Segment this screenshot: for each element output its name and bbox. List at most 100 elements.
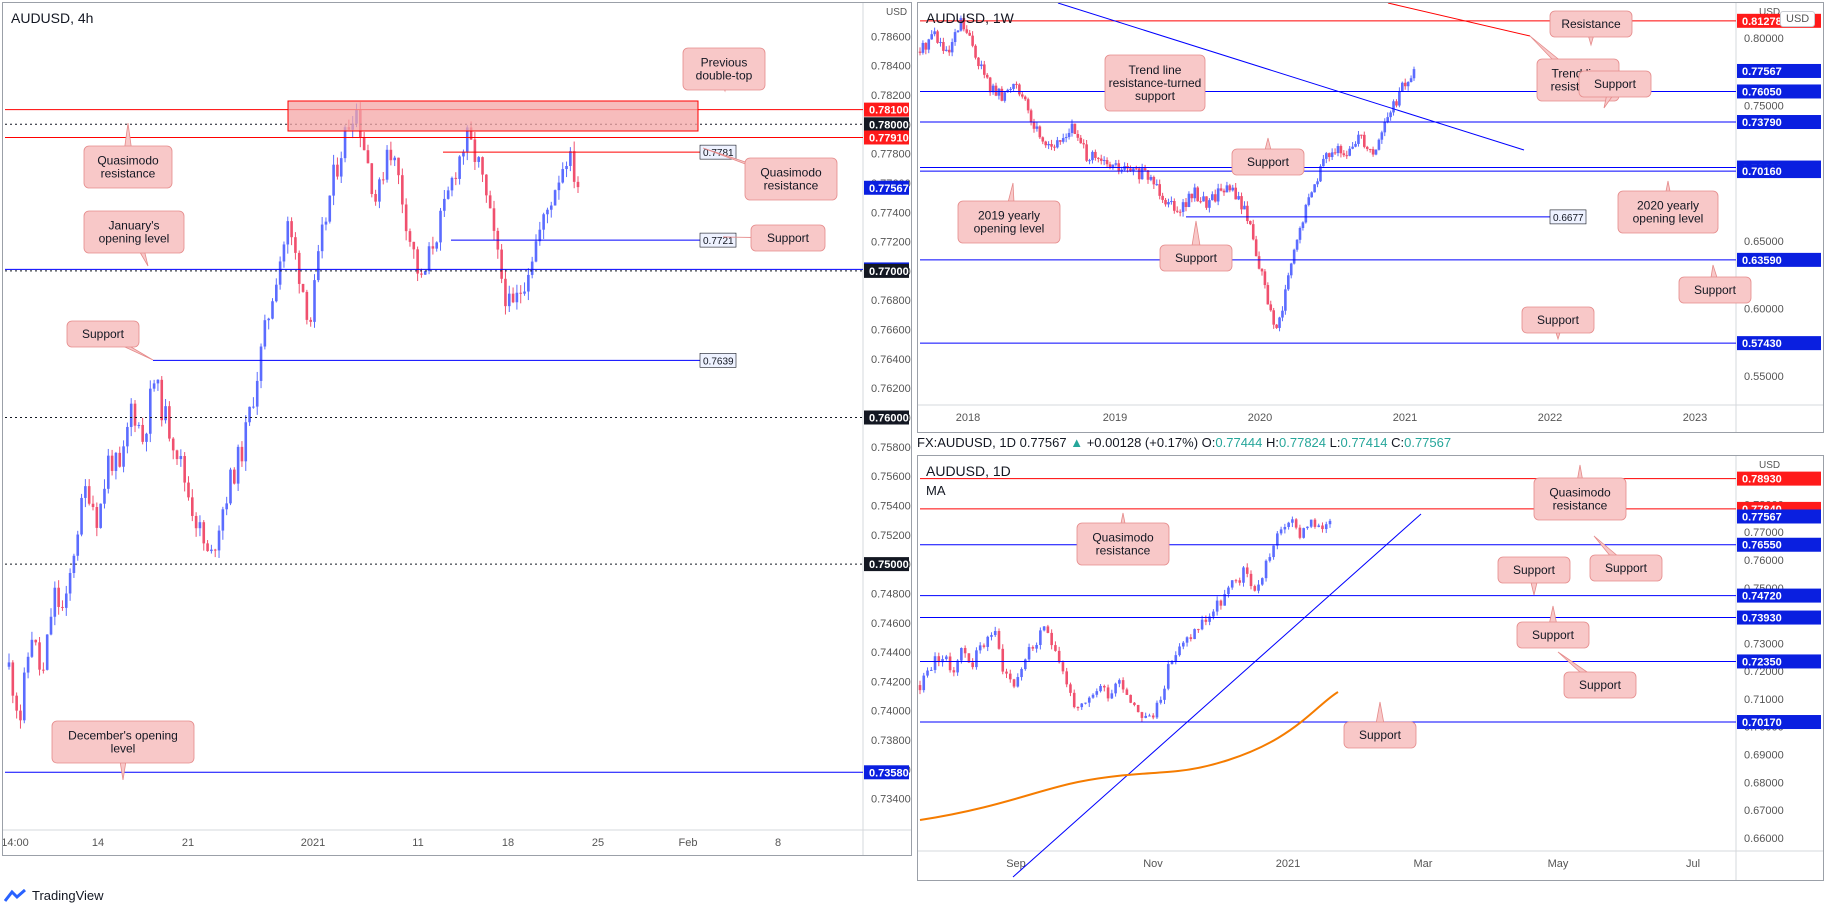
candle-body [1225, 185, 1229, 193]
callout-label: Support [1247, 155, 1290, 169]
candle-body [1155, 702, 1159, 718]
candle-body [1260, 268, 1264, 272]
callout-box [1563, 671, 1637, 699]
candle-body [271, 301, 274, 319]
price-badge-label: 0.73790 [1742, 117, 1782, 129]
callout-box [1516, 621, 1590, 649]
candle-body [1110, 693, 1114, 699]
candle-body [72, 555, 76, 574]
candle-body [971, 35, 974, 46]
candle-body [572, 151, 576, 182]
tradingview-logo[interactable]: TradingView [4, 888, 104, 903]
candle-body [465, 127, 469, 152]
candle-body [488, 195, 492, 209]
candle-body [1395, 101, 1398, 106]
low-label: L: [1329, 435, 1341, 450]
candle-body [1324, 524, 1328, 530]
candle-body [91, 503, 95, 508]
candle-body [106, 455, 110, 489]
candle-body [160, 379, 164, 421]
candle-body [1242, 567, 1245, 583]
price-tick-label: 0.75200 [871, 530, 911, 542]
candle-body [412, 241, 416, 250]
chart-panel-4h[interactable]: USD 0.78600 0.78400 0.78200 0.78000 0.77800 0.… [2, 2, 912, 856]
candle-body [1386, 117, 1389, 122]
candle-body [968, 32, 971, 36]
time-tick-label: 8 [775, 837, 781, 849]
candle-body [332, 164, 335, 196]
time-tick-label: Nov [1143, 858, 1163, 870]
price-badge [1737, 537, 1821, 552]
candle-body [34, 639, 38, 643]
candle-body [7, 662, 11, 667]
time-tick-label: 21 [182, 837, 194, 849]
candle-body [1061, 138, 1065, 142]
candle-body [408, 231, 412, 242]
callout-box [682, 47, 766, 91]
candle-body [1035, 644, 1038, 649]
time-tick-label: 2023 [1683, 412, 1707, 424]
chart-4h-svg[interactable]: USD 0.78600 0.78400 0.78200 0.78000 0.77800 0.… [3, 3, 911, 855]
candle-body [1222, 190, 1226, 193]
candle-body [1080, 703, 1084, 708]
candle-body [927, 39, 931, 50]
candle-body [1152, 176, 1156, 185]
price-badge [1737, 84, 1821, 99]
candle-body [1345, 155, 1349, 157]
candle-body [450, 177, 454, 191]
candle-body [1197, 629, 1200, 631]
candle-body [1283, 526, 1287, 530]
candle-body [1234, 580, 1238, 582]
candle-body [1401, 82, 1404, 92]
high-value: 0.77824 [1279, 435, 1327, 450]
candle-body [156, 379, 160, 384]
chart-panel-weekly[interactable]: USD 0.80000 0.75000 0.65000 0.60000 0.55000 20… [917, 2, 1824, 433]
candle-body [473, 139, 477, 162]
currency-label: USD [886, 7, 907, 18]
time-tick-label: 2019 [1103, 412, 1127, 424]
chart-daily-svg[interactable]: USD0.780000.770000.760000.750000.740000.… [918, 456, 1823, 880]
candle-body [1327, 153, 1331, 158]
candle-body [49, 616, 53, 635]
candle-body [187, 482, 190, 498]
candle-body [1044, 141, 1047, 146]
candle-body [485, 174, 488, 196]
price-tick-label: 0.65000 [1744, 236, 1784, 248]
candle-body [1084, 702, 1087, 704]
candle-body [343, 127, 347, 159]
candle-body [930, 34, 933, 40]
candle-body [990, 635, 993, 637]
price-badge [864, 263, 909, 278]
candle-body [443, 198, 446, 211]
candle-body [1001, 648, 1005, 672]
candle-body [416, 249, 419, 274]
price-badge-label: 0.76050 [1742, 86, 1782, 98]
candle-body [1039, 630, 1042, 645]
candle-body [1227, 587, 1230, 595]
candle-body [1182, 642, 1185, 647]
candle-body [1310, 192, 1313, 198]
candle-body [477, 157, 481, 162]
candle-body [1050, 144, 1053, 147]
candle-body [439, 210, 442, 243]
currency-badge[interactable]: USD [1780, 11, 1816, 27]
candle-body [1032, 122, 1036, 129]
chart-weekly-svg[interactable]: USD 0.80000 0.75000 0.65000 0.60000 0.55000 20… [918, 3, 1823, 432]
candle-body [941, 659, 944, 663]
candle-body [1276, 533, 1279, 546]
candle-body [324, 221, 328, 225]
callout-box [66, 320, 140, 348]
chart-panel-daily[interactable]: USD0.780000.770000.760000.750000.740000.… [917, 455, 1824, 881]
candle-body [1336, 146, 1340, 154]
callout-box [1104, 54, 1206, 112]
chart-title: AUDUSD, 4h [11, 10, 94, 26]
candle-body [1105, 160, 1109, 165]
supply-zone [287, 100, 699, 132]
price-badge-label: 0.81278 [1742, 16, 1782, 28]
candle-body [435, 242, 439, 249]
candle-body [1275, 324, 1278, 328]
candle-body [994, 85, 998, 96]
candle-body [1325, 153, 1328, 159]
candle-body [1073, 123, 1077, 135]
candle-body [1317, 525, 1321, 527]
